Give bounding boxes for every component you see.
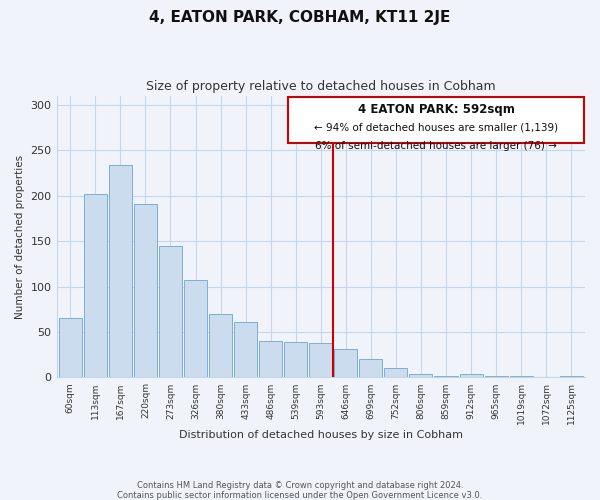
Bar <box>359 360 382 378</box>
Bar <box>560 376 583 378</box>
Bar <box>159 246 182 378</box>
Text: 4 EATON PARK: 592sqm: 4 EATON PARK: 592sqm <box>358 103 514 116</box>
Bar <box>184 280 207 378</box>
Text: 4, EATON PARK, COBHAM, KT11 2JE: 4, EATON PARK, COBHAM, KT11 2JE <box>149 10 451 25</box>
Bar <box>434 376 458 378</box>
Text: Contains public sector information licensed under the Open Government Licence v3: Contains public sector information licen… <box>118 490 482 500</box>
Title: Size of property relative to detached houses in Cobham: Size of property relative to detached ho… <box>146 80 496 93</box>
Bar <box>59 318 82 378</box>
Bar <box>84 194 107 378</box>
Bar <box>385 368 407 378</box>
Text: Contains HM Land Registry data © Crown copyright and database right 2024.: Contains HM Land Registry data © Crown c… <box>137 480 463 490</box>
Bar <box>234 322 257 378</box>
FancyBboxPatch shape <box>288 98 584 143</box>
Bar <box>134 204 157 378</box>
Bar <box>334 350 358 378</box>
X-axis label: Distribution of detached houses by size in Cobham: Distribution of detached houses by size … <box>179 430 463 440</box>
Bar <box>535 376 558 378</box>
Bar <box>485 376 508 378</box>
Bar <box>409 374 433 378</box>
Bar <box>109 164 132 378</box>
Bar <box>284 342 307 378</box>
Bar <box>460 374 482 378</box>
Text: 6% of semi-detached houses are larger (76) →: 6% of semi-detached houses are larger (7… <box>315 141 557 151</box>
Text: ← 94% of detached houses are smaller (1,139): ← 94% of detached houses are smaller (1,… <box>314 122 558 132</box>
Bar <box>309 343 332 378</box>
Bar <box>509 376 533 378</box>
Bar <box>209 314 232 378</box>
Y-axis label: Number of detached properties: Number of detached properties <box>15 154 25 318</box>
Bar <box>259 341 282 378</box>
